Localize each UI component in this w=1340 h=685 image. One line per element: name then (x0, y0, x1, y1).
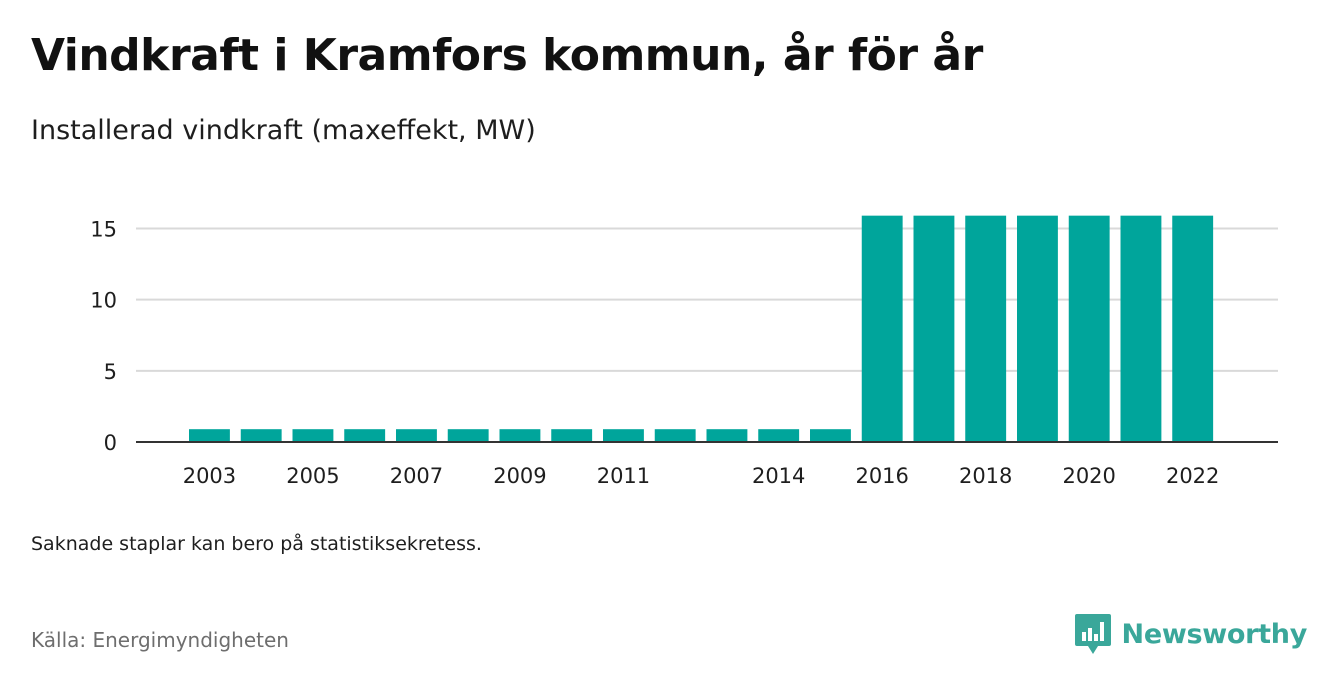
bar (654, 429, 696, 442)
y-tick-label: 15 (90, 217, 117, 241)
newsworthy-logo-icon (1074, 614, 1111, 654)
bars (189, 215, 1214, 442)
x-tick-label: 2018 (959, 464, 1012, 488)
x-tick-label: 2009 (493, 464, 546, 488)
bar (758, 429, 800, 442)
bar (396, 429, 437, 442)
brand-logo: Newsworthy (1074, 612, 1307, 656)
bar (965, 215, 1007, 442)
bar-chart: 0 5 10 15 2003 2005 2007 2009 2011 2014 2016 2018 20… (90, 215, 1278, 488)
axes: 0 5 10 15 2003 2005 2007 2009 2011 2014 2016 2018 20… (90, 217, 1278, 488)
chart-title: Vindkraft i Kramfors kommun, år för år (31, 30, 983, 81)
bar (189, 429, 230, 442)
bar (292, 429, 334, 442)
x-tick-label: 2003 (183, 464, 236, 488)
bar (810, 429, 851, 442)
bar (1172, 215, 1214, 442)
bar (344, 429, 386, 442)
bar (1017, 215, 1058, 442)
bar (1120, 215, 1162, 442)
y-tick-label: 0 (104, 431, 117, 455)
footnote: Saknade staplar kan bero på statistiksek… (31, 533, 482, 555)
x-tick-label: 2016 (855, 464, 908, 488)
brand-name: Newsworthy (1121, 618, 1308, 650)
bar (551, 429, 593, 442)
bar (913, 215, 955, 442)
x-tick-label: 2007 (390, 464, 443, 488)
y-tick-label: 5 (104, 360, 117, 384)
y-tick-label: 10 (90, 289, 117, 313)
bar (706, 429, 748, 442)
source-label: Källa: Energimyndigheten (31, 628, 289, 652)
bar (603, 429, 644, 442)
bar (499, 429, 541, 442)
x-tick-label: 2022 (1166, 464, 1219, 488)
x-tick-label: 2020 (1062, 464, 1115, 488)
chart-subtitle: Installerad vindkraft (maxeffekt, MW) (31, 115, 536, 146)
x-tick-label: 2005 (286, 464, 339, 488)
bar (447, 429, 489, 442)
x-tick-label: 2011 (597, 464, 650, 488)
bar (1068, 215, 1110, 442)
bar (240, 429, 282, 442)
bar (861, 215, 903, 442)
x-tick-label: 2014 (752, 464, 805, 488)
